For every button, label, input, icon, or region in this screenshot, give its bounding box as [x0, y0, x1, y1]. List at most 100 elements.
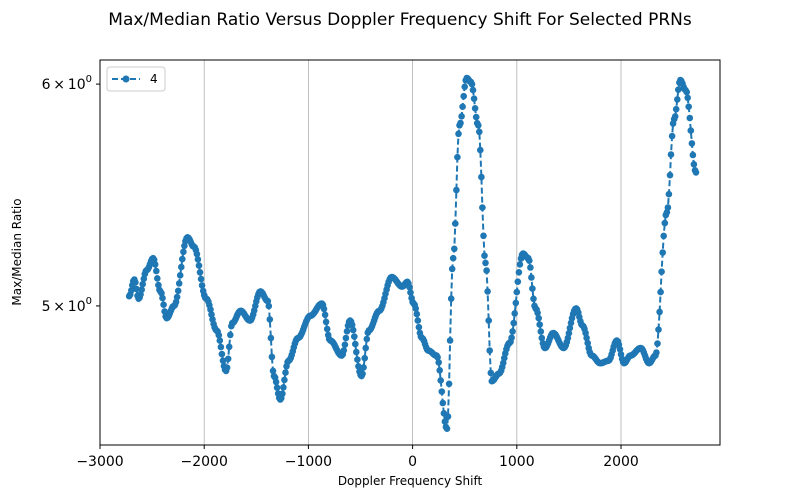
data-point — [683, 88, 690, 96]
data-point — [279, 390, 286, 398]
data-point — [685, 103, 692, 110]
data-point — [341, 341, 349, 349]
data-point — [583, 334, 590, 342]
data-point — [267, 334, 275, 342]
data-point — [198, 282, 206, 289]
data-point — [654, 340, 661, 347]
data-point — [363, 335, 371, 343]
data-point — [537, 328, 545, 335]
data-point — [413, 310, 421, 318]
data-point — [485, 317, 493, 324]
data-point — [668, 132, 676, 140]
data-point — [215, 331, 223, 339]
data-point — [471, 105, 479, 112]
data-point — [584, 339, 591, 347]
data-point — [195, 262, 203, 269]
data-point — [565, 329, 573, 337]
data-point — [348, 321, 356, 329]
data-point — [447, 295, 455, 303]
data-point — [508, 334, 515, 342]
data-point — [194, 256, 202, 263]
legend-label: 4 — [150, 72, 158, 86]
data-point — [512, 299, 520, 307]
data-point — [582, 329, 589, 337]
data-point — [342, 334, 350, 342]
data-point — [154, 275, 161, 282]
data-point — [175, 280, 183, 287]
x-axis-label: Doppler Frequency Shift — [338, 474, 483, 488]
data-point — [273, 384, 281, 392]
data-point — [349, 326, 357, 334]
data-point — [446, 337, 454, 344]
data-point — [671, 113, 679, 120]
data-point — [477, 146, 484, 154]
x-tick-label: −3000 — [76, 454, 123, 470]
data-point — [159, 294, 166, 302]
data-point — [665, 190, 673, 198]
data-point — [616, 346, 624, 353]
data-point — [480, 232, 487, 240]
data-point — [225, 343, 233, 351]
x-tick-label: −1000 — [285, 454, 332, 470]
data-point — [208, 311, 215, 318]
data-point — [272, 378, 280, 386]
data-point — [323, 325, 331, 333]
data-point — [160, 301, 167, 309]
data-point — [415, 323, 423, 331]
data-point — [355, 363, 362, 370]
series-4 — [125, 74, 700, 433]
data-point — [529, 285, 536, 292]
x-tick-label: 2000 — [603, 454, 639, 470]
data-point — [460, 92, 468, 100]
data-point — [281, 376, 288, 384]
data-point — [675, 86, 682, 93]
data-point — [455, 130, 462, 138]
legend-marker — [122, 75, 130, 83]
data-point — [687, 127, 695, 134]
data-point — [128, 287, 135, 294]
data-point — [343, 328, 351, 335]
data-point — [351, 333, 358, 340]
data-point — [449, 254, 457, 262]
data-point — [207, 306, 214, 313]
data-point — [688, 140, 696, 147]
data-point — [664, 204, 672, 211]
data-point — [412, 305, 420, 312]
data-point — [509, 328, 516, 335]
data-point — [689, 151, 697, 159]
data-point — [361, 354, 369, 362]
data-point — [320, 305, 328, 313]
data-point — [441, 418, 449, 425]
data-point — [530, 295, 537, 303]
data-point — [153, 267, 160, 275]
y-axis-ticks: 5 × 100 6 × 100 — [42, 74, 100, 315]
data-point — [178, 263, 185, 271]
data-point — [176, 272, 184, 279]
data-point — [510, 319, 517, 327]
data-point — [444, 413, 452, 420]
data-point — [264, 297, 272, 305]
chart-title: Max/Median Ratio Versus Doppler Frequenc… — [108, 10, 692, 30]
data-point — [352, 340, 359, 348]
data-point — [132, 279, 139, 286]
data-point — [515, 269, 523, 276]
data-point — [690, 161, 698, 168]
data-point — [180, 248, 187, 256]
data-point — [514, 278, 522, 286]
data-point — [173, 293, 181, 301]
data-point — [684, 94, 691, 102]
data-point — [362, 344, 370, 352]
data-point — [475, 122, 482, 129]
data-point — [487, 369, 495, 377]
data-point — [224, 355, 232, 363]
data-point — [193, 250, 201, 258]
data-point — [174, 287, 182, 295]
legend: 4 — [106, 66, 166, 92]
data-point — [451, 245, 458, 253]
y-tick-label: 6 × 100 — [42, 74, 92, 93]
data-point — [340, 347, 348, 354]
data-point — [659, 249, 666, 256]
data-point — [448, 265, 456, 273]
x-tick-label: 0 — [408, 454, 417, 470]
data-point — [536, 321, 543, 328]
